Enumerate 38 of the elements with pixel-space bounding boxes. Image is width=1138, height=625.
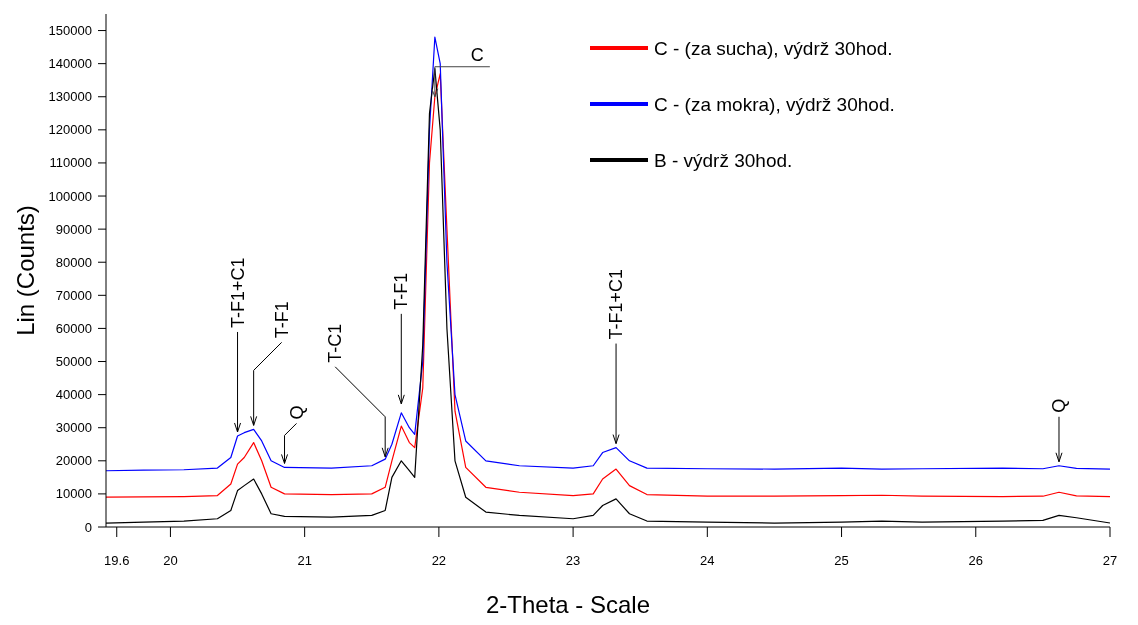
annotation: T-F1+C1 (227, 257, 248, 328)
x-tick-label: 26 (968, 553, 984, 568)
y-tick-label: 70000 (55, 287, 92, 303)
annotation: T-F1 (271, 301, 292, 339)
y-tick-label: 110000 (49, 155, 92, 171)
annotation: T-F1+C1 (606, 269, 627, 340)
x-tick-label: 19.6 (104, 553, 130, 568)
legend-label: B - výdrž 30hod. (654, 149, 793, 171)
x-tick-label: 20 (163, 553, 178, 568)
y-tick-label: 140000 (48, 56, 92, 72)
annotation: T-C1 (325, 323, 346, 363)
y-tick-label: 0 (84, 519, 92, 535)
x-tick-label: 24 (700, 553, 715, 568)
y-tick-label: 130000 (48, 89, 92, 105)
x-tick-label: 27 (1102, 553, 1118, 568)
y-tick-label: 150000 (48, 23, 92, 39)
annotation: Q (1048, 398, 1069, 413)
annotation: T-F1 (391, 272, 412, 310)
y-tick-label: 50000 (55, 354, 92, 370)
y-tick-label: 80000 (55, 254, 92, 270)
y-tick-label: 20000 (55, 453, 92, 469)
y-tick-label: 40000 (55, 387, 92, 403)
x-axis-title: 2-Theta - Scale (485, 591, 651, 618)
x-tick-label: 25 (834, 553, 849, 568)
annotation: C (470, 44, 484, 65)
y-axis-title: Lin (Counts) (12, 205, 39, 336)
y-tick-label: 60000 (55, 320, 92, 336)
legend-label: C - (za sucha), výdrž 30hod. (654, 37, 893, 59)
x-tick-label: 21 (297, 553, 312, 568)
x-tick-label: 22 (431, 553, 447, 568)
y-tick-label: 120000 (48, 122, 92, 138)
y-tick-label: 90000 (55, 221, 92, 237)
y-tick-label: 10000 (55, 486, 92, 502)
legend-label: C - (za mokra), výdrž 30hod. (654, 93, 895, 115)
y-tick-label: 100000 (48, 188, 92, 204)
annotation: Q (286, 405, 307, 420)
x-tick-label: 23 (565, 553, 581, 568)
y-tick-label: 30000 (55, 420, 92, 436)
